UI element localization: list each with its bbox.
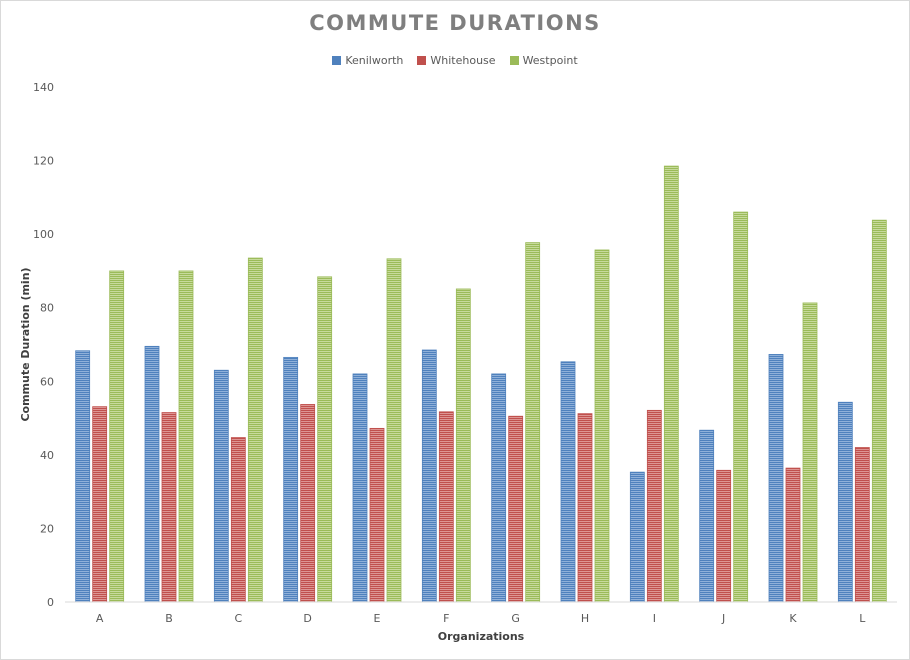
bar-westpoint-i [663, 165, 679, 603]
bar-kenilworth-c [213, 369, 229, 603]
x-tick-label: L [859, 612, 866, 625]
bar-westpoint-l [871, 219, 887, 603]
bar-westpoint-f [455, 288, 471, 603]
bar-whitehouse-e [369, 427, 385, 603]
y-axis-title: Commute Duration (min) [19, 267, 32, 421]
y-tick-label: 120 [33, 155, 54, 168]
y-tick-label: 140 [33, 81, 54, 94]
bar-kenilworth-e [352, 373, 368, 603]
bar-whitehouse-f [438, 411, 454, 603]
x-tick-label: E [374, 612, 381, 625]
bar-whitehouse-i [646, 409, 662, 603]
legend-label-kenilworth: Kenilworth [345, 54, 404, 67]
bar-westpoint-a [109, 270, 125, 603]
y-tick-label: 80 [40, 302, 54, 315]
legend-swatch-whitehouse [417, 56, 427, 65]
x-tick-label: K [789, 612, 797, 625]
bar-westpoint-c [247, 257, 263, 603]
bar-westpoint-j [733, 211, 749, 603]
legend-item-kenilworth: Kenilworth [332, 54, 403, 67]
y-tick-label: 100 [33, 228, 54, 241]
legend-swatch-kenilworth [332, 56, 342, 65]
legend-label-westpoint: Westpoint [522, 54, 578, 67]
x-tick-label: G [511, 612, 520, 625]
bar-whitehouse-l [854, 447, 870, 603]
chart-legend: Kenilworth Whitehouse Westpoint [1, 54, 909, 67]
y-tick-label: 60 [40, 375, 54, 388]
bars-group [75, 165, 887, 603]
bar-kenilworth-d [283, 356, 299, 603]
bar-whitehouse-g [508, 415, 524, 603]
bar-westpoint-k [802, 302, 818, 603]
bar-kenilworth-h [560, 361, 576, 603]
bar-whitehouse-h [577, 413, 593, 603]
bar-westpoint-b [178, 270, 194, 603]
y-tick-label: 0 [47, 596, 54, 609]
y-tick-label: 20 [40, 522, 54, 535]
bar-kenilworth-i [629, 471, 645, 603]
bar-kenilworth-b [144, 345, 160, 603]
bar-kenilworth-f [421, 349, 437, 603]
bar-kenilworth-g [491, 373, 507, 603]
bar-whitehouse-k [785, 467, 801, 603]
bar-kenilworth-j [699, 429, 715, 603]
bar-westpoint-g [525, 242, 541, 603]
y-axis-ticks: 0 20 40 60 80 100 120 140 [33, 81, 54, 609]
bar-whitehouse-d [300, 404, 316, 603]
y-tick-label: 40 [40, 449, 54, 462]
bar-whitehouse-a [92, 406, 108, 603]
chart-title: COMMUTE DURATIONS [309, 11, 601, 35]
bar-kenilworth-l [837, 401, 853, 603]
x-tick-label: H [581, 612, 589, 625]
bar-whitehouse-c [230, 437, 246, 603]
x-tick-label: C [234, 612, 242, 625]
x-tick-label: I [653, 612, 656, 625]
x-axis-title: Organizations [438, 630, 525, 643]
x-tick-label: D [303, 612, 311, 625]
bar-kenilworth-k [768, 354, 784, 603]
legend-swatch-westpoint [509, 56, 519, 65]
bar-whitehouse-j [716, 469, 732, 603]
bar-westpoint-e [386, 258, 402, 603]
bar-whitehouse-b [161, 412, 177, 603]
bar-kenilworth-a [75, 350, 91, 603]
x-tick-label: A [96, 612, 104, 625]
bar-westpoint-h [594, 249, 610, 603]
legend-item-whitehouse: Whitehouse [417, 54, 496, 67]
legend-label-whitehouse: Whitehouse [430, 54, 496, 67]
x-tick-label: F [443, 612, 449, 625]
x-tick-label: J [721, 612, 725, 625]
bar-westpoint-d [317, 276, 333, 603]
x-tick-label: B [165, 612, 173, 625]
x-axis-ticks: A B C D E F G H I J K L [96, 612, 866, 625]
legend-item-westpoint: Westpoint [509, 54, 578, 67]
